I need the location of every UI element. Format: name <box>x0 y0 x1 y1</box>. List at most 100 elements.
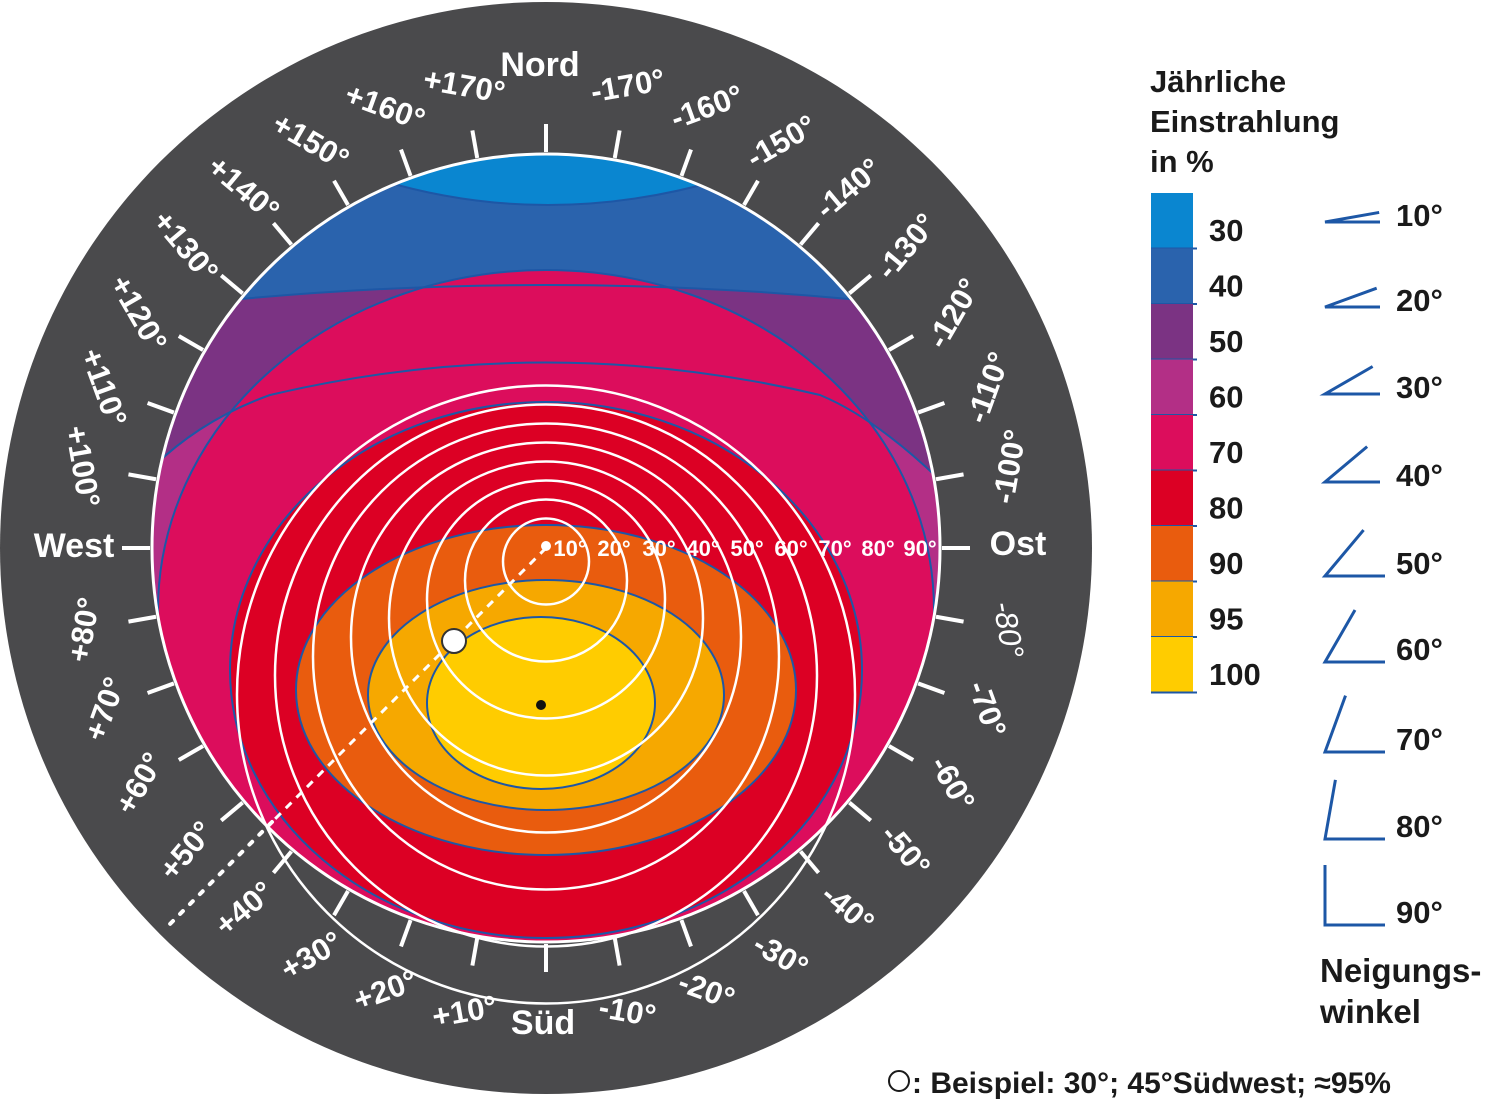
compass-tick <box>332 179 350 207</box>
tilt-legend-label: 70° <box>1396 722 1443 757</box>
legend-swatch <box>1151 415 1193 471</box>
legend-swatch <box>1151 637 1193 693</box>
compass-tick <box>399 148 413 177</box>
compass-ticks <box>122 124 970 972</box>
legend-label: 60 <box>1209 380 1243 415</box>
legend-title-line-3: in % <box>1150 144 1214 179</box>
legend-label: 40 <box>1209 269 1243 304</box>
tilt-legend-label: 80° <box>1396 809 1443 844</box>
tilt-angle-icon <box>1324 210 1380 224</box>
compass-tick <box>935 472 964 482</box>
compass-tick <box>177 334 205 352</box>
ring-label: 10° <box>553 536 586 561</box>
tilt-legend-label: 40° <box>1396 458 1443 493</box>
compass-tick <box>219 273 244 295</box>
compass-tick <box>848 273 873 295</box>
tilt-legend: 10° 20° 30° 40° 50° 60° 70° 80° 90° <box>1319 198 1443 930</box>
optimum-dot <box>536 700 546 710</box>
compass-north-label: Nord <box>500 46 579 84</box>
compass-tick <box>146 681 175 695</box>
tilt-legend-title-line-1: Neigungs- <box>1320 952 1481 989</box>
tilt-ring <box>311 422 781 891</box>
example-direction-line-outer <box>166 820 274 928</box>
legend-label: 100 <box>1209 657 1261 692</box>
legend-swatch <box>1151 581 1193 637</box>
compass-tick <box>935 614 964 624</box>
center-dot <box>541 541 551 551</box>
legend-swatch <box>1151 470 1193 526</box>
tilt-ring <box>273 403 819 948</box>
ring-label: 60° <box>774 536 807 561</box>
legend-label: 30 <box>1209 213 1243 248</box>
legend-swatch <box>1151 193 1193 249</box>
tilt-angle-icon <box>1323 779 1385 841</box>
compass-tick <box>271 850 293 875</box>
compass-east-label: Ost <box>990 525 1047 563</box>
compass-tick <box>332 889 350 917</box>
compass-tick <box>917 681 946 695</box>
compass-tick <box>219 801 244 823</box>
example-note: : Beispiel: 30°; 45°Südwest; ≈95% <box>912 1067 1391 1100</box>
tilt-angle-icon <box>1324 286 1380 309</box>
tilt-ring <box>425 479 667 720</box>
ring-label: 30° <box>642 536 675 561</box>
legend-swatch <box>1151 248 1193 304</box>
ring-label: 70° <box>818 536 851 561</box>
tilt-angle-icon <box>1320 445 1380 484</box>
irradiation-legend: Jährliche Einstrahlung in % 30 40 50 60 70 80… <box>1150 64 1339 694</box>
compass-tick <box>679 148 693 177</box>
compass-tick <box>887 744 915 762</box>
legend-label: 80 <box>1209 491 1243 526</box>
tilt-angle-icon <box>1321 529 1385 578</box>
tilt-legend-label: 10° <box>1396 198 1443 233</box>
compass-tick <box>917 401 946 415</box>
tilt-ring <box>349 441 743 834</box>
compass-tick <box>128 472 157 482</box>
legend-label: 95 <box>1209 602 1243 637</box>
compass-tick <box>146 401 175 415</box>
legend-label: 90 <box>1209 546 1243 581</box>
compass-tick <box>887 334 915 352</box>
compass-tick <box>271 221 293 246</box>
legend-title-line-1: Jährliche <box>1150 64 1286 99</box>
example-marker <box>441 628 467 654</box>
tilt-legend-title-line-2: winkel <box>1319 993 1421 1030</box>
tilt-legend-label: 60° <box>1396 632 1443 667</box>
tilt-legend-label: 20° <box>1396 283 1443 318</box>
legend-label: 70 <box>1209 435 1243 470</box>
tilt-angle-icon <box>1319 365 1380 396</box>
inner-border <box>150 152 942 944</box>
example-direction-line <box>270 546 548 824</box>
compass-tick <box>679 919 693 948</box>
legend-label: 50 <box>1209 324 1243 359</box>
compass-tick <box>399 919 413 948</box>
ring-label: 50° <box>730 536 763 561</box>
compass-tick <box>799 221 821 246</box>
compass-tick <box>742 889 760 917</box>
tilt-ring <box>501 517 591 606</box>
legend-title-line-2: Einstrahlung <box>1150 104 1339 139</box>
ring-label: 90° <box>903 536 936 561</box>
ring-label: 40° <box>686 536 719 561</box>
tilt-legend-label: 90° <box>1396 895 1443 930</box>
tilt-ring <box>387 460 705 777</box>
tilt-ring <box>235 384 857 1005</box>
compass-west-label: West <box>34 527 115 565</box>
compass-tick <box>612 937 622 966</box>
ring-label: 20° <box>597 536 630 561</box>
tilt-angle-icon <box>1322 695 1385 754</box>
legend-swatch <box>1151 304 1193 360</box>
legend-bands: 30 40 50 60 70 80 90 95 100 <box>1151 193 1261 694</box>
ring-labels: 10° 20° 30° 40° 50° 60° 70° 80° 90° <box>553 536 936 561</box>
legend-swatch <box>1151 526 1193 582</box>
tilt-angle-icon <box>1323 865 1385 927</box>
tilt-angle-icon <box>1322 609 1385 664</box>
compass-tick <box>128 614 157 624</box>
tilt-legend-label: 50° <box>1396 546 1443 581</box>
example-note-marker <box>888 1070 910 1092</box>
tilt-ring <box>463 498 629 663</box>
compass-tick <box>470 937 480 966</box>
tilt-legend-label: 30° <box>1396 370 1443 405</box>
ring-label: 80° <box>861 536 894 561</box>
